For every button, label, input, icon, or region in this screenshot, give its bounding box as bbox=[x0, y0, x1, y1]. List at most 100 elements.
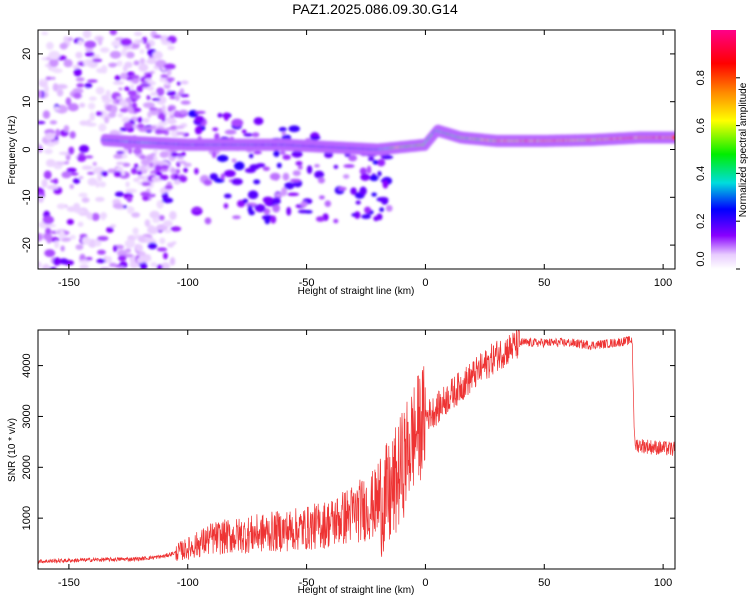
spectrogram-blob bbox=[104, 116, 110, 124]
spectrogram-blob bbox=[281, 131, 286, 136]
spectrogram-blob bbox=[48, 50, 61, 60]
spectrogram-blob bbox=[153, 34, 162, 39]
spectrogram-blob bbox=[278, 127, 287, 132]
spectrogram-x-tick-label: -50 bbox=[299, 277, 315, 289]
snr-series-line bbox=[38, 330, 675, 564]
spectrogram-blob bbox=[342, 174, 350, 179]
spectrogram-blob bbox=[130, 84, 135, 90]
spectrogram-blob bbox=[118, 266, 125, 269]
spectrogram-blob bbox=[38, 233, 43, 242]
spectrogram-blob bbox=[156, 87, 165, 97]
spectrogram-blob bbox=[46, 185, 59, 190]
colorbar-label: Normalized spectral amplitude bbox=[738, 82, 749, 217]
spectrogram-blob bbox=[253, 151, 262, 155]
spectrogram-blob bbox=[124, 239, 136, 249]
spectrogram-blob bbox=[105, 256, 113, 263]
spectrogram-blob bbox=[75, 244, 84, 251]
spectrogram-blob bbox=[140, 83, 151, 87]
spectrogram-blob bbox=[289, 178, 301, 183]
spectrogram-blob bbox=[63, 59, 73, 68]
spectrogram-blob bbox=[243, 133, 254, 137]
spectrogram-blob bbox=[176, 81, 181, 86]
spectrogram-blob bbox=[295, 161, 303, 166]
spectrogram-blob bbox=[144, 237, 155, 242]
spectrogram-blob bbox=[377, 171, 382, 177]
spectrogram-blob bbox=[44, 249, 56, 258]
spectrogram-blob bbox=[355, 200, 361, 205]
spectrogram-blob bbox=[41, 179, 48, 188]
spectrogram-blob bbox=[50, 76, 56, 80]
spectrogram-x-tick-label: -150 bbox=[58, 277, 80, 289]
spectrogram-blob bbox=[81, 236, 91, 245]
spectrogram-blob bbox=[147, 57, 157, 65]
spectrogram-blob bbox=[95, 86, 105, 95]
spectrogram-blob bbox=[180, 94, 190, 98]
snr-y-tick-label: 3000 bbox=[21, 404, 33, 428]
snr-y-tick-label: 1000 bbox=[21, 506, 33, 530]
colorbar-tick-label: 0.0 bbox=[695, 251, 707, 266]
spectrogram-blob bbox=[158, 215, 165, 221]
spectrogram-blob bbox=[45, 76, 52, 81]
spectrogram-blob bbox=[152, 51, 163, 60]
spectrogram-blob bbox=[297, 164, 303, 170]
spectrogram-blob bbox=[367, 157, 375, 161]
spectrogram-blob bbox=[167, 45, 175, 51]
colorbar-gradient bbox=[711, 30, 736, 269]
spectrogram-blob bbox=[175, 168, 181, 174]
spectrogram-blob bbox=[273, 150, 280, 157]
spectrogram-blob bbox=[73, 68, 82, 77]
spectrogram-blob bbox=[116, 96, 124, 100]
spectrogram-blob bbox=[350, 187, 357, 195]
spectrogram-blob bbox=[167, 106, 173, 112]
snr-x-tick-label: 50 bbox=[538, 577, 550, 589]
spectrogram-blob bbox=[126, 77, 134, 81]
spectrogram-blob bbox=[69, 131, 76, 139]
spectrogram-blob bbox=[253, 117, 264, 125]
spectrogram-blob bbox=[155, 95, 167, 105]
spectrogram-blob bbox=[97, 173, 103, 182]
spectrogram-blob bbox=[125, 248, 132, 253]
spectrogram-blob bbox=[108, 111, 117, 118]
spectrogram-blob bbox=[125, 181, 130, 188]
spectrogram-blob bbox=[170, 129, 180, 138]
spectrogram-blob bbox=[292, 170, 301, 177]
spectrogram-blob bbox=[116, 150, 125, 155]
snr-y-label: SNR (10 * v/v) bbox=[7, 418, 18, 482]
spectrogram-blob bbox=[306, 165, 313, 174]
spectrogram-blob bbox=[75, 51, 83, 59]
spectrogram-blob bbox=[284, 182, 295, 190]
spectrogram-blob bbox=[131, 212, 141, 218]
spectrogram-blob bbox=[194, 110, 206, 114]
spectrogram-blob bbox=[87, 102, 96, 110]
spectrogram-blob bbox=[121, 48, 128, 57]
spectrogram-blob bbox=[116, 161, 125, 165]
spectrogram-blob bbox=[139, 262, 148, 269]
spectrogram-blob bbox=[139, 255, 152, 262]
spectrogram-blob bbox=[54, 240, 60, 249]
spectrogram-blob bbox=[92, 161, 97, 166]
spectrogram-blob bbox=[133, 31, 143, 36]
spectrogram-blob bbox=[125, 51, 135, 59]
spectrogram-blob bbox=[371, 192, 377, 197]
spectrogram-blob bbox=[151, 176, 160, 183]
spectrogram-blob bbox=[146, 95, 151, 101]
spectrogram-blob bbox=[119, 127, 127, 132]
spectrogram-blob bbox=[60, 245, 65, 252]
spectrogram-blob bbox=[87, 79, 98, 83]
spectrogram-blob bbox=[241, 129, 247, 134]
spectrogram-blob bbox=[282, 154, 291, 160]
spectrogram-blob bbox=[82, 30, 92, 39]
spectrogram-blob bbox=[145, 42, 151, 50]
spectrogram-blob bbox=[120, 72, 128, 80]
spectrogram-blob bbox=[324, 200, 332, 208]
spectrogram-blob bbox=[138, 127, 148, 133]
spectrogram-blob bbox=[73, 202, 81, 211]
spectrogram-blob bbox=[121, 116, 131, 124]
figure-title: PAZ1.2025.086.09.30.G14 bbox=[292, 1, 458, 17]
spectrogram-blob bbox=[279, 150, 286, 155]
spectrogram-blob bbox=[72, 65, 80, 70]
snr-y-ticks: 1000 2000 3000 4000 bbox=[21, 353, 675, 530]
spectrogram-blob bbox=[203, 179, 213, 186]
spectrogram-blob bbox=[262, 166, 271, 171]
